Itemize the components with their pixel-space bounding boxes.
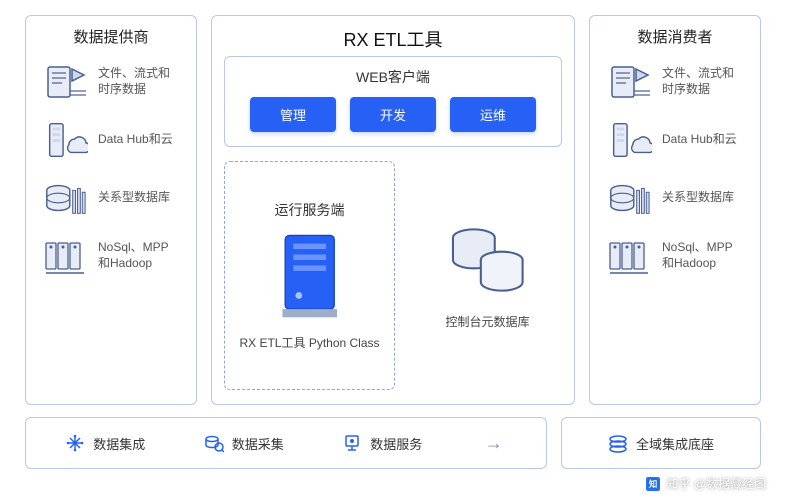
file-stream-icon (606, 59, 652, 105)
service-integrate: 数据集成 (65, 433, 145, 453)
relational-db-icon (42, 175, 88, 221)
provider-relational-db: 关系型数据库 (38, 171, 184, 225)
top-row: 数据提供商 文件、流式和时序数据 Data Hub和云 关系型数据库 NoSql… (25, 15, 761, 405)
web-btn-develop[interactable]: 开发 (350, 97, 436, 132)
arrow-icon: → (481, 433, 507, 454)
service-label: 数据采集 (232, 434, 284, 453)
file-stream-icon (42, 59, 88, 105)
consumer-label: 文件、流式和时序数据 (662, 66, 744, 97)
datahub-cloud-icon (606, 117, 652, 163)
bottom-row: 数据集成 数据采集 数据服务 → 全域集成底座 (25, 417, 761, 469)
service-collect: 数据采集 (204, 433, 284, 453)
runtime-db-label: 控制台元数据库 (445, 313, 529, 330)
consumer-label: 关系型数据库 (662, 190, 734, 206)
nosql-mpp-icon (42, 233, 88, 279)
datahub-cloud-icon (42, 117, 88, 163)
center-title: RX ETL工具 (224, 26, 562, 52)
runtime-row: 运行服务端 RX ETL工具 Python Class 控制台元数据库 (224, 161, 562, 390)
web-client-buttons: 管理 开发 运维 (239, 97, 547, 132)
consumer-file-stream: 文件、流式和时序数据 (602, 55, 748, 109)
platform-panel: 全域集成底座 (561, 417, 761, 469)
web-client-title: WEB客户端 (239, 67, 547, 87)
services-panel: 数据集成 数据采集 数据服务 → (25, 417, 547, 469)
consumers-panel: 数据消费者 文件、流式和时序数据 Data Hub和云 关系型数据库 NoSql… (589, 15, 761, 405)
provider-datahub-cloud: Data Hub和云 (38, 113, 184, 167)
provider-label: Data Hub和云 (98, 132, 173, 148)
provider-label: NoSql、MPP和Hadoop (98, 240, 180, 271)
service-label: 数据集成 (93, 434, 145, 453)
consumer-nosql-mpp: NoSql、MPP和Hadoop (602, 229, 748, 283)
provider-nosql-mpp: NoSql、MPP和Hadoop (38, 229, 184, 283)
provider-label: 关系型数据库 (98, 190, 170, 206)
providers-title: 数据提供商 (38, 26, 184, 47)
integrate-icon (65, 433, 85, 453)
providers-panel: 数据提供商 文件、流式和时序数据 Data Hub和云 关系型数据库 NoSql… (25, 15, 197, 405)
svg-text:知: 知 (649, 478, 657, 488)
web-btn-manage[interactable]: 管理 (250, 97, 336, 132)
service-icon (342, 433, 362, 453)
database-icon (446, 221, 530, 299)
runtime-server-label: RX ETL工具 Python Class (239, 334, 379, 351)
providers-list: 文件、流式和时序数据 Data Hub和云 关系型数据库 NoSql、MPP和H… (38, 55, 184, 283)
platform-label: 全域集成底座 (636, 434, 714, 453)
service-label: 数据服务 (370, 434, 422, 453)
platform-icon (608, 433, 628, 453)
web-btn-ops[interactable]: 运维 (450, 97, 536, 132)
runtime-db-panel: 控制台元数据库 (413, 161, 562, 390)
service-data: 数据服务 (342, 433, 422, 453)
consumer-label: NoSql、MPP和Hadoop (662, 240, 744, 271)
consumer-relational-db: 关系型数据库 (602, 171, 748, 225)
watermark-text: 知乎 @数据藏经阁 (666, 475, 766, 492)
nosql-mpp-icon (606, 233, 652, 279)
zhihu-icon: 知 (646, 477, 660, 491)
provider-file-stream: 文件、流式和时序数据 (38, 55, 184, 109)
consumer-datahub-cloud: Data Hub和云 (602, 113, 748, 167)
consumers-title: 数据消费者 (602, 26, 748, 47)
watermark: 知 知乎 @数据藏经阁 (646, 475, 766, 492)
architecture-diagram: 数据提供商 文件、流式和时序数据 Data Hub和云 关系型数据库 NoSql… (0, 0, 786, 500)
runtime-title: 运行服务端 (275, 200, 345, 220)
center-panel: RX ETL工具 WEB客户端 管理 开发 运维 运行服务端 RX ETL工具 … (211, 15, 575, 405)
server-icon (277, 230, 342, 320)
web-client-panel: WEB客户端 管理 开发 运维 (224, 56, 562, 147)
runtime-server-panel: 运行服务端 RX ETL工具 Python Class (224, 161, 395, 390)
relational-db-icon (606, 175, 652, 221)
collect-icon (204, 433, 224, 453)
consumer-label: Data Hub和云 (662, 132, 737, 148)
consumers-list: 文件、流式和时序数据 Data Hub和云 关系型数据库 NoSql、MPP和H… (602, 55, 748, 283)
provider-label: 文件、流式和时序数据 (98, 66, 180, 97)
center-inner: WEB客户端 管理 开发 运维 运行服务端 RX ETL工具 Python Cl… (224, 56, 562, 390)
